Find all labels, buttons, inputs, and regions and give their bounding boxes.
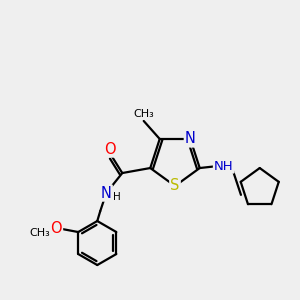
Text: O: O — [104, 142, 116, 157]
Text: CH₃: CH₃ — [30, 228, 51, 238]
Text: S: S — [170, 178, 180, 194]
Text: N: N — [185, 131, 196, 146]
Text: H: H — [113, 192, 121, 202]
Text: N: N — [101, 185, 112, 200]
Text: NH: NH — [214, 160, 233, 172]
Text: CH₃: CH₃ — [133, 109, 154, 119]
Text: O: O — [50, 220, 62, 236]
